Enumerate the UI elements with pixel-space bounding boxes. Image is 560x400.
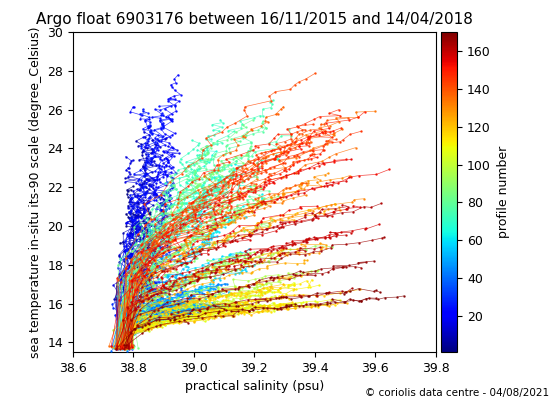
Text: © coriolis data centre - 04/08/2021: © coriolis data centre - 04/08/2021	[365, 388, 549, 398]
Y-axis label: sea temperature in-situ its-90 scale (degree_Celsius): sea temperature in-situ its-90 scale (de…	[29, 26, 41, 358]
Y-axis label: profile number: profile number	[497, 146, 510, 238]
X-axis label: practical salinity (psu): practical salinity (psu)	[185, 380, 324, 393]
Title: Argo float 6903176 between 16/11/2015 and 14/04/2018: Argo float 6903176 between 16/11/2015 an…	[36, 12, 473, 27]
